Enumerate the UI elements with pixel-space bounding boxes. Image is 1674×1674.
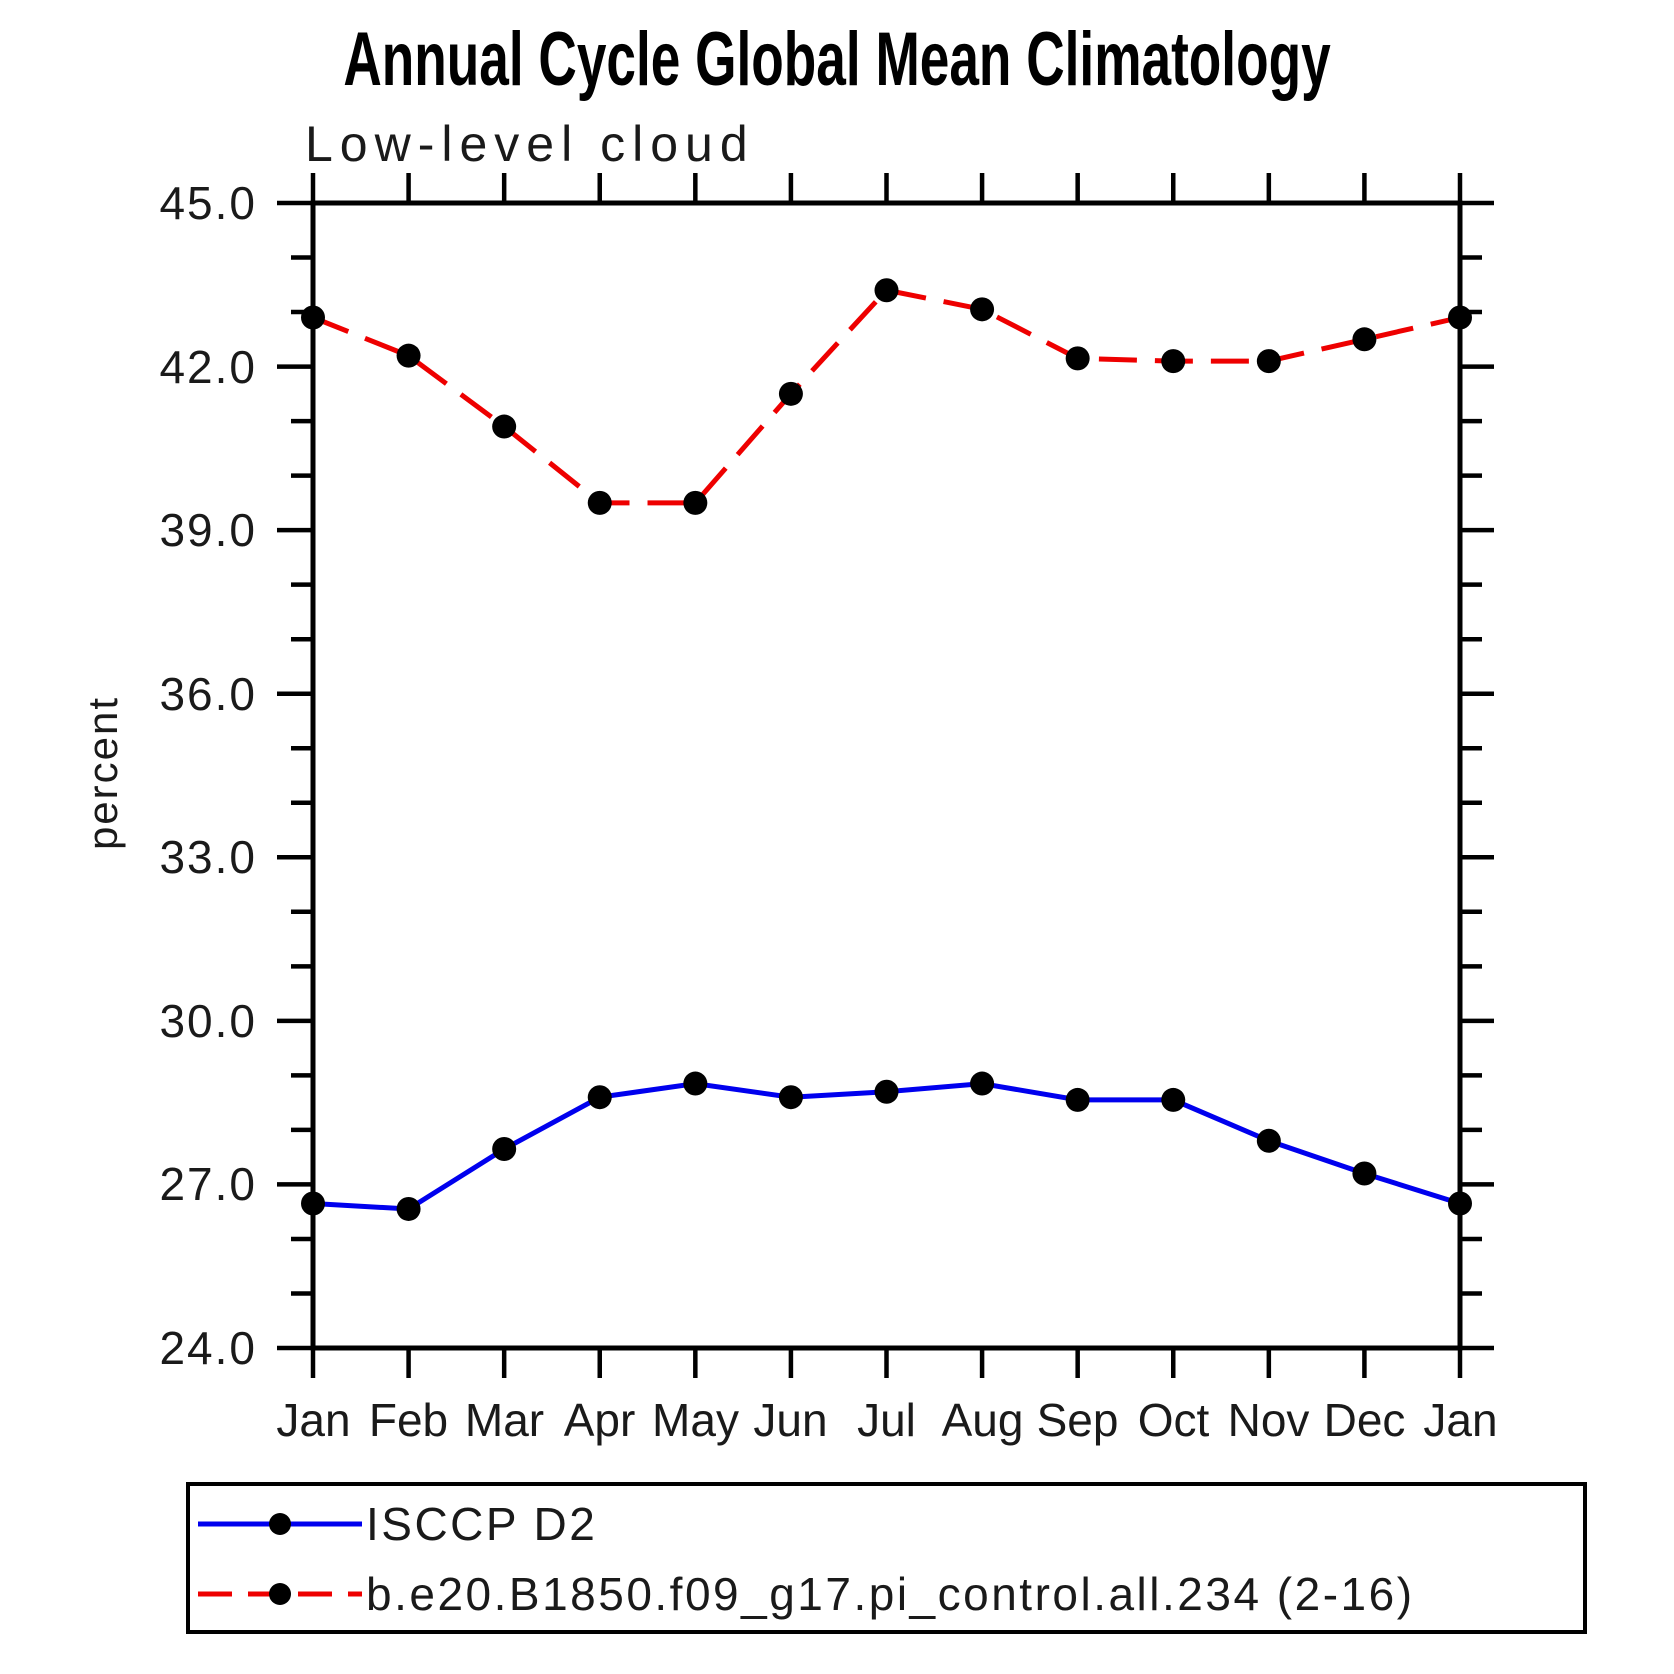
legend-dashed-line-marker-icon	[198, 1583, 362, 1605]
legend-item-model-run: b.e20.B1850.f09_g17.pi_control.all.234 (…	[194, 1568, 1415, 1620]
xtick-label-sep: Sep	[1036, 1394, 1119, 1446]
chart-subtitle: Low-level cloud	[305, 116, 755, 172]
xtick-label-mar: Mar	[464, 1394, 545, 1446]
ytick-label-30: 30.0	[159, 995, 257, 1047]
ytick-label-45: 45.0	[159, 177, 257, 229]
xtick-label-nov: Nov	[1227, 1394, 1310, 1446]
series-markers-0	[301, 1071, 1472, 1221]
ytick-label-33: 33.0	[159, 831, 257, 883]
xtick-label-oct: Oct	[1137, 1394, 1210, 1446]
xtick-label-apr: Apr	[563, 1394, 636, 1446]
ytick-label-42: 42.0	[159, 341, 257, 393]
legend-solid-line-marker-icon	[198, 1513, 362, 1535]
y-axis-title: percent	[79, 695, 126, 851]
series-line-1	[312, 287, 1461, 506]
legend-item-isccp-d2: ISCCP D2	[194, 1498, 597, 1550]
xtick-label-jun: Jun	[753, 1394, 828, 1446]
xtick-label-jan: Jan	[276, 1394, 351, 1446]
axes-frame	[310, 200, 1463, 1351]
xtick-label-aug: Aug	[941, 1394, 1024, 1446]
series-markers-1	[301, 278, 1472, 515]
xtick-label-jul: Jul	[857, 1394, 916, 1446]
legend-label-isccp-d2: ISCCP D2	[366, 1498, 598, 1550]
legend-label-model-run: b.e20.B1850.f09_g17.pi_control.all.234 (…	[366, 1568, 1415, 1620]
xtick-label-dec: Dec	[1323, 1394, 1406, 1446]
xtick-label-feb: Feb	[368, 1394, 449, 1446]
legend: ISCCP D2 b.e20.B1850.f09_g17.pi_control.…	[186, 1482, 1587, 1634]
xtick-label-may: May	[652, 1394, 739, 1446]
chart-title: Annual Cycle Global Mean Climatology	[343, 17, 1331, 102]
xtick-label-jan2: Jan	[1423, 1394, 1498, 1446]
tick-marks	[277, 173, 1494, 1378]
ytick-label-39: 39.0	[159, 504, 257, 556]
ytick-label-27: 27.0	[159, 1158, 257, 1210]
ytick-label-24: 24.0	[159, 1322, 257, 1374]
ytick-label-36: 36.0	[159, 668, 257, 720]
